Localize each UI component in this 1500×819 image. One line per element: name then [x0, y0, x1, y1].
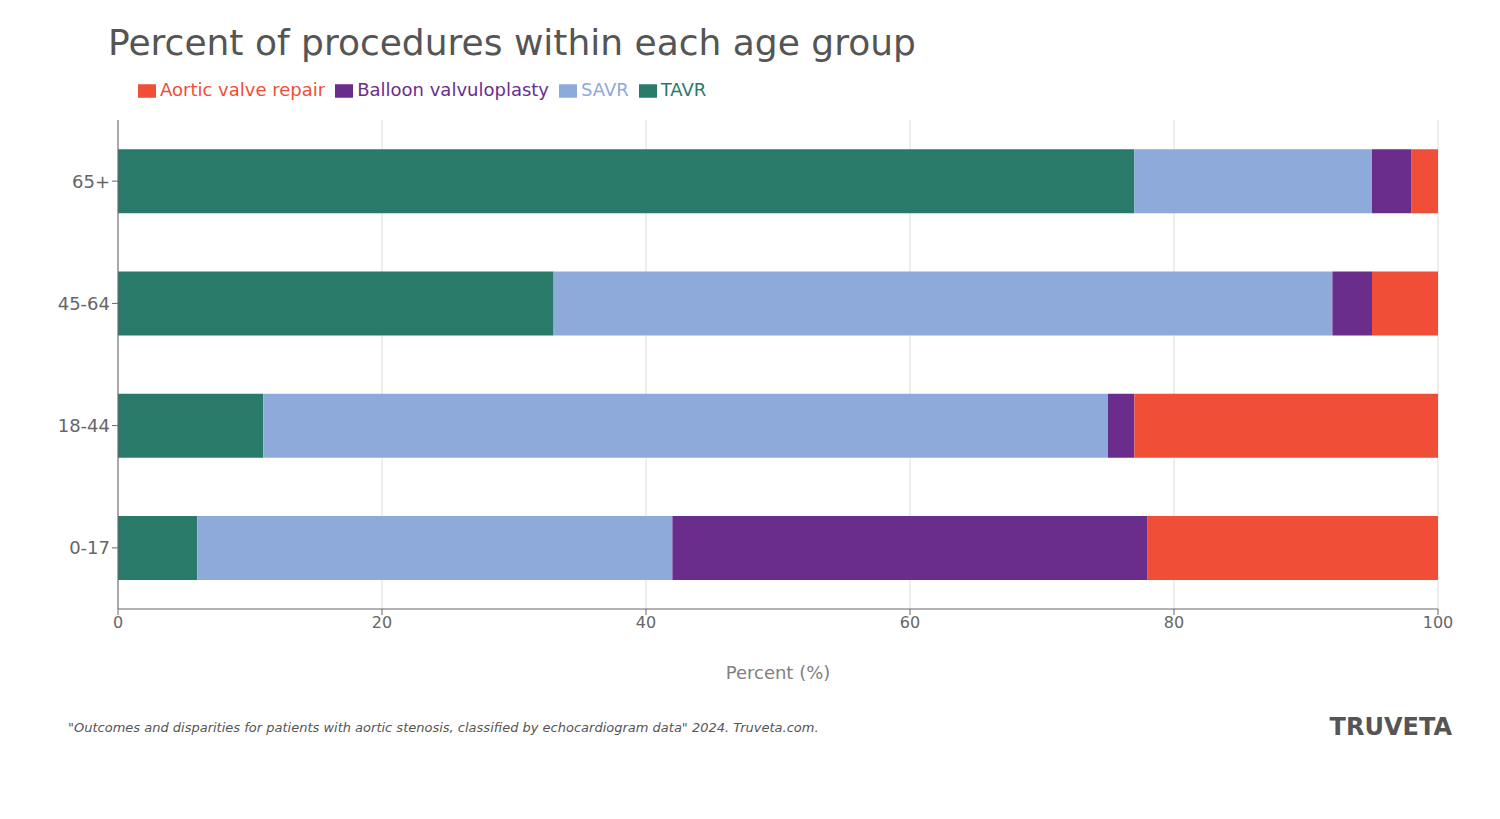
html-text:TAVR: TAVR — [660, 79, 707, 100]
html-text:Balloon valvuloplasty: Balloon valvuloplasty — [357, 79, 549, 100]
svg-text:0-17: 0-17 — [69, 537, 110, 558]
html-text:Aortic valve repair: Aortic valve repair — [160, 79, 326, 100]
html-text:TRUVETA: TRUVETA — [1329, 713, 1452, 741]
html-text:Percent of procedures within e: Percent of procedures within each age gr… — [108, 22, 916, 63]
svg-text:20: 20 — [372, 613, 392, 632]
svg-text:40: 40 — [636, 613, 656, 632]
svg-text:65+: 65+ — [72, 171, 110, 192]
svg-text:60: 60 — [900, 613, 920, 632]
html-text:"Outcomes and disparities for: "Outcomes and disparities for patients w… — [68, 719, 819, 735]
svg-text:100: 100 — [1423, 613, 1454, 632]
svg-text:45-64: 45-64 — [58, 293, 110, 314]
svg-text:18-44: 18-44 — [58, 415, 110, 436]
svg-text:Percent (%): Percent (%) — [726, 662, 831, 683]
html-text:SAVR: SAVR — [581, 79, 629, 100]
svg-text:80: 80 — [1164, 613, 1184, 632]
svg-text:0: 0 — [113, 613, 123, 632]
